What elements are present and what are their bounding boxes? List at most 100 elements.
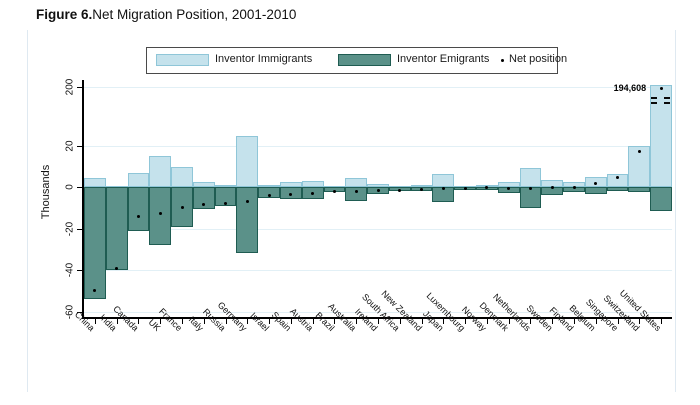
emigrants-swatch-icon xyxy=(338,54,391,66)
x-tick xyxy=(399,319,401,324)
y-tick xyxy=(77,312,82,313)
x-axis-spine xyxy=(82,317,672,319)
net-dot-India xyxy=(115,267,119,270)
net-dot-New Zealand xyxy=(420,188,424,191)
net-position-dot-icon xyxy=(501,59,504,62)
bar-immigrants-Singapore xyxy=(606,173,629,187)
net-dot-Norway xyxy=(485,186,489,190)
bar-immigrants-New Zealand xyxy=(410,185,433,188)
bar-immigrants-Belgium xyxy=(584,176,607,187)
bar-emigrants-Germany xyxy=(236,187,259,254)
y-tick-label: 0 xyxy=(64,184,76,190)
page-right-border xyxy=(675,30,676,392)
x-tick xyxy=(574,319,575,324)
bar-emigrants-United States xyxy=(650,187,672,211)
axis-break-icon xyxy=(651,101,670,104)
net-dot-Switzerland xyxy=(637,150,641,154)
net-dot-France xyxy=(180,205,184,209)
x-tick xyxy=(182,319,183,324)
bar-emigrants-Belgium xyxy=(584,187,607,194)
net-dot-United States xyxy=(659,87,663,90)
net-dot-Finland xyxy=(572,186,576,190)
x-tick-label-israel: Israel xyxy=(248,310,272,334)
x-tick xyxy=(552,319,554,324)
axis-break-icon xyxy=(651,97,670,100)
net-dot-Russia xyxy=(224,202,228,206)
page-left-border xyxy=(27,30,28,392)
immigrants-swatch-icon xyxy=(156,54,209,66)
gridline xyxy=(84,87,672,88)
x-tick xyxy=(247,319,249,324)
net-dot-Austria xyxy=(311,191,315,195)
x-tick xyxy=(595,319,597,324)
bar-immigrants-Australia xyxy=(345,178,368,187)
net-dot-South Africa xyxy=(398,188,402,192)
x-tick xyxy=(225,319,227,324)
bar-immigrants-Canada xyxy=(127,173,150,187)
zero-line xyxy=(84,187,672,188)
x-tick xyxy=(116,319,118,324)
legend-emigrants-label: Inventor Emigrants xyxy=(397,53,490,65)
x-tick xyxy=(269,319,271,324)
figure-title-text: Net Migration Position, 2001-2010 xyxy=(92,7,297,22)
y-tick xyxy=(77,187,82,188)
bar-emigrants-China xyxy=(84,187,106,300)
net-dot-Japan xyxy=(441,187,445,191)
gridline xyxy=(84,270,672,271)
bar-emigrants-Australia xyxy=(345,187,368,201)
net-dot-Germany xyxy=(245,200,249,204)
y-axis-title: Thousands xyxy=(40,164,52,220)
y-tick xyxy=(77,229,82,230)
bar-immigrants-Ireland xyxy=(367,183,389,187)
bar-immigrants-Israel xyxy=(258,184,280,187)
x-tick xyxy=(160,319,162,324)
bar-emigrants-Canada xyxy=(127,187,150,231)
legend-immigrants-label: Inventor Immigrants xyxy=(215,53,313,65)
x-tick xyxy=(639,319,641,324)
bar-immigrants-Netherlands xyxy=(519,167,542,187)
net-dot-Canada xyxy=(136,215,140,219)
net-dot-Brazil xyxy=(332,190,336,194)
x-tick xyxy=(356,319,358,324)
x-tick xyxy=(138,319,140,324)
us-value-annotation: 194,608 xyxy=(613,82,647,93)
bar-immigrants-UK xyxy=(149,155,172,187)
gridline xyxy=(84,312,672,313)
net-dot-Singapore xyxy=(616,176,620,179)
net-dot-Luxembourg xyxy=(463,187,467,190)
x-tick xyxy=(617,319,619,324)
net-dot-Denmark xyxy=(507,186,511,190)
x-tick xyxy=(661,319,663,324)
bar-emigrants-Italy xyxy=(192,187,215,209)
gridline xyxy=(84,229,672,230)
bar-immigrants-United States xyxy=(650,85,672,187)
legend-net-label: Net position xyxy=(509,53,568,65)
net-dot-UK xyxy=(158,212,162,216)
x-tick xyxy=(421,319,423,324)
net-dot-Israel xyxy=(267,194,271,198)
x-tick xyxy=(378,319,379,324)
y-tick xyxy=(77,270,82,271)
net-dot-Belgium xyxy=(594,182,598,185)
x-tick xyxy=(530,319,532,324)
figure-title: Figure 6.Net Migration Position, 2001-20… xyxy=(36,7,296,22)
bar-immigrants-China xyxy=(84,178,106,187)
net-dot-Australia xyxy=(354,190,358,194)
x-tick xyxy=(443,319,445,324)
y-tick xyxy=(77,146,82,147)
bar-emigrants-India xyxy=(105,187,128,270)
bar-immigrants-Switzerland xyxy=(628,146,651,187)
x-tick xyxy=(94,319,96,324)
x-tick xyxy=(312,319,314,324)
y-axis-spine xyxy=(82,80,84,319)
bar-immigrants-Japan xyxy=(432,173,455,187)
y-tick-label: 200 xyxy=(64,78,76,96)
y-tick-label: 20 xyxy=(64,140,76,152)
y-tick xyxy=(77,87,82,88)
figure-number: Figure 6. xyxy=(36,7,93,22)
bar-immigrants-Italy xyxy=(192,182,215,187)
bar-immigrants-Germany xyxy=(236,135,259,187)
net-dot-China xyxy=(93,288,97,292)
